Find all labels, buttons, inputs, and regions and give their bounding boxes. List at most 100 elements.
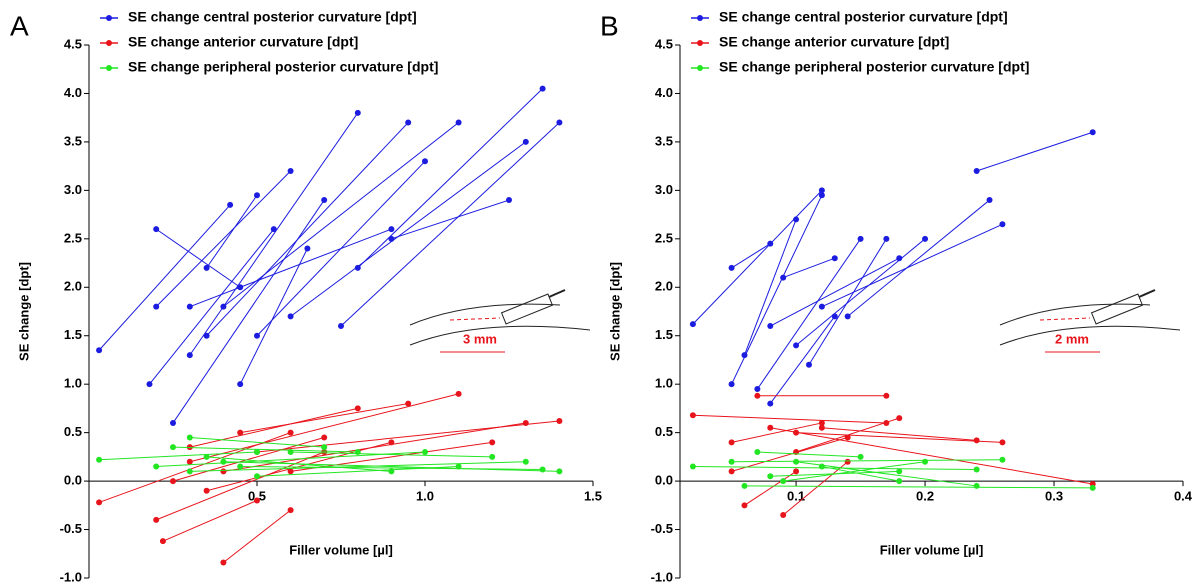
point xyxy=(556,468,563,475)
fit-line xyxy=(976,131,1093,172)
point xyxy=(922,235,929,242)
fit-line xyxy=(821,427,977,441)
point xyxy=(793,342,800,349)
y-tick-label: 4.5 xyxy=(64,36,82,51)
fit-line xyxy=(731,243,771,269)
fit-line xyxy=(847,199,990,317)
point xyxy=(844,313,851,320)
point xyxy=(405,119,412,126)
point xyxy=(818,303,825,310)
point xyxy=(728,468,735,475)
point xyxy=(388,226,395,233)
fit-line xyxy=(162,500,258,542)
fit-line xyxy=(340,122,560,327)
point xyxy=(455,119,462,126)
y-axis-label: SE change [dpt] xyxy=(607,262,622,361)
inset-label: 3 mm xyxy=(463,331,497,346)
point xyxy=(220,468,227,475)
legend-label: SE change anterior curvature [dpt] xyxy=(719,34,949,50)
point xyxy=(999,221,1006,228)
point xyxy=(220,559,227,566)
fit-line xyxy=(783,461,926,482)
legend-marker xyxy=(106,65,112,71)
point xyxy=(999,439,1006,446)
point xyxy=(522,419,529,426)
point xyxy=(354,264,361,271)
point xyxy=(793,468,800,475)
legend-marker xyxy=(106,40,112,46)
point xyxy=(767,323,774,330)
point xyxy=(896,415,903,422)
point xyxy=(857,235,864,242)
point xyxy=(455,390,462,397)
fit-line xyxy=(189,436,325,448)
y-tick-label: 3.0 xyxy=(655,182,673,197)
fit-line xyxy=(99,451,258,461)
point xyxy=(422,449,428,456)
fit-line xyxy=(189,407,358,448)
fit-line xyxy=(756,238,861,390)
point xyxy=(793,458,800,465)
point xyxy=(883,235,890,242)
point xyxy=(754,386,761,393)
fit-line xyxy=(155,228,241,288)
point xyxy=(831,255,838,262)
fit-line xyxy=(744,219,797,356)
fit-line xyxy=(782,461,848,516)
point xyxy=(186,458,193,465)
point xyxy=(186,434,193,441)
point xyxy=(237,284,244,291)
point xyxy=(767,240,774,247)
point xyxy=(780,512,787,519)
y-tick-label: -0.5 xyxy=(651,521,673,536)
point xyxy=(388,439,395,446)
point xyxy=(780,274,787,281)
point xyxy=(287,449,294,456)
fit-line xyxy=(796,432,1003,443)
point xyxy=(522,458,529,465)
point xyxy=(818,463,825,470)
point xyxy=(489,453,496,460)
y-tick-label: 1.5 xyxy=(64,327,82,342)
y-tick-label: 1.0 xyxy=(655,376,673,391)
point xyxy=(455,463,462,470)
point xyxy=(973,437,980,444)
point xyxy=(767,400,774,407)
x-axis-label: Filler volume [µl] xyxy=(880,542,984,557)
point xyxy=(818,187,825,194)
point xyxy=(146,381,153,388)
panel-label: B xyxy=(600,10,619,41)
point xyxy=(220,458,227,465)
plunger xyxy=(1138,289,1156,298)
y-tick-label: 3.5 xyxy=(655,133,673,148)
point xyxy=(741,502,748,509)
x-axis-label: Filler volume [µl] xyxy=(289,542,393,557)
point xyxy=(354,449,361,456)
fit-line xyxy=(769,316,836,404)
fit-line xyxy=(731,422,822,443)
fit-line xyxy=(206,194,258,269)
point xyxy=(689,412,696,419)
point xyxy=(780,478,787,485)
y-tick-label: 0.5 xyxy=(64,424,82,439)
fit-line xyxy=(770,427,1093,485)
y-tick-label: 0.0 xyxy=(64,473,82,488)
y-tick-label: 3.0 xyxy=(64,182,82,197)
point xyxy=(754,449,761,456)
x-tick-label: 1.5 xyxy=(584,489,602,504)
point xyxy=(388,235,395,242)
fit-line xyxy=(357,88,543,269)
fit-line xyxy=(783,257,835,279)
fit-line xyxy=(172,199,325,424)
point xyxy=(922,458,929,465)
point xyxy=(153,303,160,310)
point xyxy=(254,192,260,199)
y-tick-label: 0.0 xyxy=(655,473,673,488)
fit-line xyxy=(731,437,848,472)
point xyxy=(170,419,176,426)
point xyxy=(506,197,512,204)
point xyxy=(354,405,361,412)
fit-line xyxy=(770,257,900,327)
point xyxy=(159,538,166,545)
